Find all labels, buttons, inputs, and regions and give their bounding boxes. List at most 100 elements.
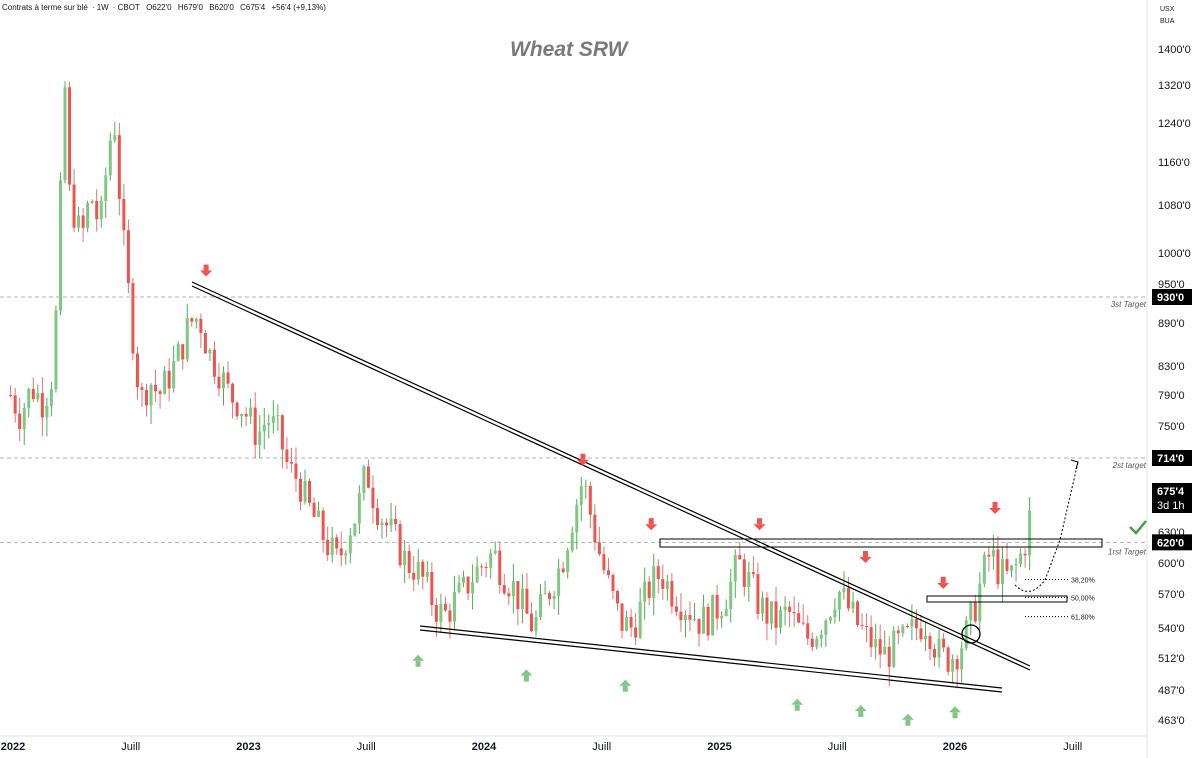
candle-body	[480, 566, 484, 568]
candle-body	[489, 553, 493, 568]
candle-body	[280, 415, 284, 450]
candle-body	[656, 566, 660, 580]
y-tick-label: 890'0	[1158, 318, 1185, 330]
candle-body	[140, 387, 144, 390]
green-up-arrow	[858, 711, 864, 717]
candle-body	[969, 602, 973, 621]
candle-body	[765, 597, 769, 624]
change-value: +56'4 (+9,13%)	[271, 3, 326, 12]
candle-body	[529, 613, 533, 632]
y-tick-label: 1160'0	[1158, 157, 1190, 169]
candle-body	[620, 603, 624, 631]
green-up-arrow	[412, 654, 425, 661]
y-tick-label: 750'0	[1158, 421, 1185, 433]
candle-body	[665, 581, 669, 589]
y-tick-label: 1000'0	[1158, 248, 1191, 260]
candle-body	[652, 566, 656, 599]
candle-body	[987, 554, 991, 557]
candle-body	[991, 549, 995, 557]
resistance-trendline	[191, 281, 1031, 667]
candle-body	[905, 625, 909, 627]
candle-body	[978, 583, 982, 622]
x-tick-label: 2022	[1, 741, 25, 753]
candle-body	[611, 575, 615, 591]
fib-label: 50,00%	[1071, 595, 1095, 602]
red-down-arrow	[863, 551, 869, 557]
candle-body	[158, 391, 162, 395]
x-tick-label: Juill	[357, 741, 376, 753]
candle-body	[276, 415, 280, 417]
y-tick-label: 1080'0	[1158, 200, 1191, 212]
candle-body	[289, 462, 293, 464]
candle-body	[670, 581, 674, 607]
y-tick-label: 600'0	[1158, 558, 1185, 570]
interval[interactable]: 1W	[96, 3, 109, 12]
green-up-arrow	[905, 719, 911, 726]
last-price-tag	[1152, 483, 1192, 513]
red-down-arrow	[940, 576, 946, 583]
y-tick-label: 512'0	[1158, 653, 1185, 665]
candle-body	[683, 615, 687, 621]
candle-body	[430, 571, 434, 606]
candle-body	[1019, 553, 1023, 565]
candle-body	[720, 616, 724, 619]
candle-body	[99, 201, 103, 220]
candle-body	[801, 622, 805, 624]
support-trendline	[419, 629, 1003, 693]
fib-zone	[926, 595, 1068, 603]
candle-body	[434, 605, 438, 622]
candle-body	[774, 601, 778, 628]
candle-body	[742, 559, 746, 588]
candle-body	[498, 550, 502, 586]
y-tick-label: 790'0	[1158, 390, 1185, 402]
candle-body	[1023, 553, 1027, 556]
candle-body	[575, 504, 579, 533]
y-tick-label: 540'0	[1158, 623, 1185, 635]
candle-body	[36, 393, 40, 399]
candle-body	[317, 510, 321, 517]
candle-body	[647, 581, 651, 599]
red-down-arrow	[937, 582, 950, 589]
candle-body	[466, 576, 470, 594]
candle-body	[149, 384, 153, 406]
candle-body	[452, 591, 456, 622]
candle-body	[896, 630, 900, 634]
green-up-arrow	[949, 706, 961, 713]
currency-unit: BUA	[1160, 18, 1175, 25]
currency-box[interactable]: USX BUA	[1160, 4, 1174, 28]
candle-body	[874, 639, 878, 648]
candle-body	[203, 333, 207, 354]
candle-body	[45, 406, 49, 418]
candle-body	[878, 639, 882, 655]
x-tick-label: Juill	[592, 741, 611, 753]
candle-body	[308, 481, 312, 503]
fib-label: 61,80%	[1071, 615, 1095, 622]
red-down-arrow	[989, 507, 1002, 514]
candle-body	[199, 318, 203, 334]
candle-body	[271, 416, 275, 424]
green-up-arrow	[520, 669, 533, 676]
green-up-arrow	[619, 679, 632, 686]
candle-body	[326, 539, 330, 556]
candle-body	[634, 627, 638, 638]
candle-body	[222, 372, 226, 389]
candle-body	[860, 625, 864, 627]
candle-body	[421, 561, 425, 577]
candle-body	[561, 568, 565, 573]
candle-body	[194, 318, 198, 322]
candle-body	[353, 523, 357, 536]
candle-body	[380, 522, 384, 526]
candle-body	[231, 383, 235, 403]
candle-body	[797, 613, 801, 623]
candle-body	[702, 606, 706, 634]
candle-body	[1000, 559, 1004, 585]
candle-body	[113, 135, 117, 141]
price-tag	[1152, 534, 1192, 551]
candle-body	[475, 566, 479, 583]
price-tag	[1152, 289, 1192, 305]
candle-body	[706, 606, 710, 636]
target-label: 2st target	[1112, 461, 1147, 470]
fib-label: 38,20%	[1071, 578, 1095, 585]
target-label: 3st Target	[1111, 300, 1147, 309]
